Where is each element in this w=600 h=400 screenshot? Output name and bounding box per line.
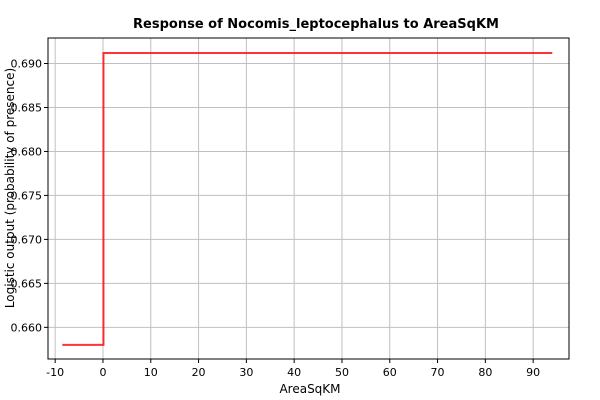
x-tick-label: 0 [99,366,106,379]
y-tick-label: 0.670 [11,233,43,246]
y-tick-label: 0.675 [11,189,43,202]
x-tick-label: 10 [144,366,158,379]
x-tick-label: 40 [287,366,301,379]
response-curve [62,51,553,346]
x-axis-label: AreaSqKM [279,382,340,396]
x-tick-label: -10 [46,366,64,379]
y-tick-label: 0.680 [11,145,43,158]
x-tick-label: 70 [431,366,445,379]
y-axis-label: Logistic output (probability of presence… [3,68,17,308]
series-layer [62,51,553,346]
plot-area [47,37,570,360]
y-tick-label: 0.685 [11,101,43,114]
axis-ticks: -10 0 10 20 30 40 50 60 70 80 90 0.660 0.665 0.670 0.6… [11,58,541,379]
x-tick-label: 20 [192,366,206,379]
x-tick-label: 80 [478,366,492,379]
x-tick-label: 50 [335,366,349,379]
x-tick-label: 30 [239,366,253,379]
y-tick-label: 0.665 [11,277,43,290]
y-tick-label: 0.660 [11,321,43,334]
grid-lines [48,38,569,359]
x-tick-label: 90 [526,366,540,379]
y-tick-label: 0.690 [11,58,43,71]
x-tick-label: 60 [383,366,397,379]
chart-title: Response of Nocomis_leptocephalus to Are… [133,17,499,32]
